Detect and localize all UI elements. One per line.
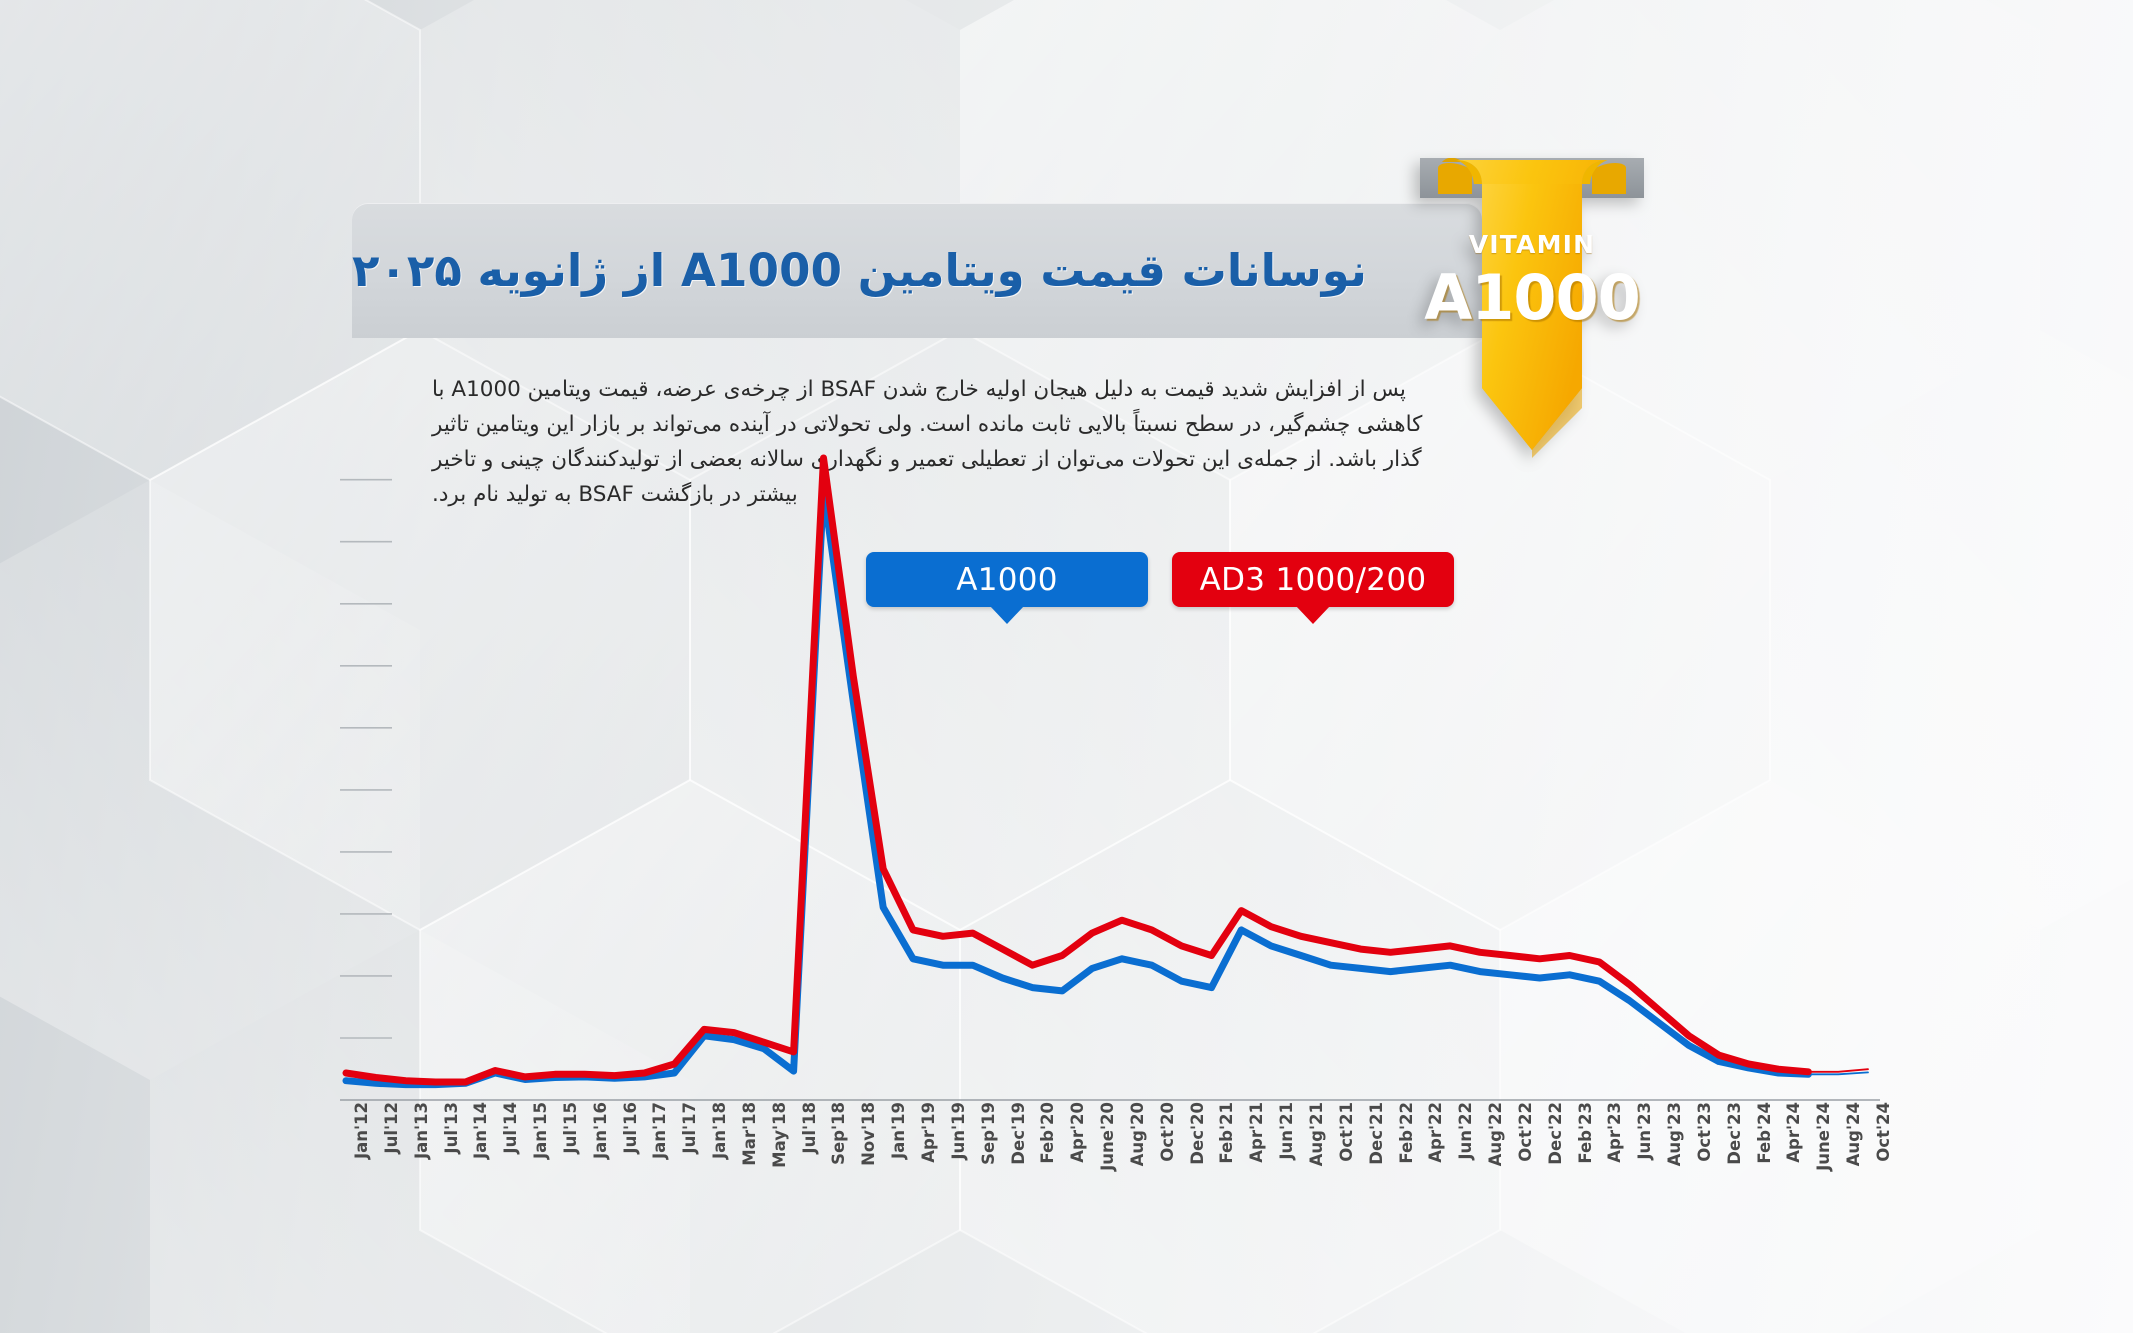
x-axis-tick-label: Sep'18 bbox=[829, 1102, 849, 1165]
legend-item-a1000[interactable]: A1000 bbox=[866, 552, 1148, 624]
x-axis-tick-label: Jul'12 bbox=[381, 1102, 401, 1154]
page-title: نوسانات قیمت ویتامین A1000 از ژانویه ۲۰۲… bbox=[352, 244, 1367, 297]
series-line-ad3-1000-200 bbox=[1808, 1069, 1868, 1072]
x-axis-tick-label: Feb'24 bbox=[1754, 1102, 1774, 1164]
x-axis-tick-label: Oct'24 bbox=[1874, 1102, 1893, 1162]
x-axis-tick-label: Jan'12 bbox=[352, 1102, 371, 1160]
intro-line-3: گذار باشد. از جمله‌ی این تحولات می‌توان … bbox=[432, 447, 1422, 472]
x-axis-tick-label: Apr'24 bbox=[1784, 1102, 1804, 1163]
legend-label-ad3: AD3 1000/200 bbox=[1199, 561, 1427, 598]
x-axis-tick-label: Jul'13 bbox=[441, 1102, 461, 1154]
x-axis-tick-label: Jul'18 bbox=[799, 1102, 819, 1154]
intro-line-2: کاهشی چشم‌گیر، در سطح نسبتاً بالایی ثابت… bbox=[432, 412, 1423, 437]
x-axis-tick-label: Apr'21 bbox=[1247, 1102, 1267, 1163]
x-axis-tick-label: Jun'23 bbox=[1635, 1102, 1655, 1160]
intro-line-4: بیشتر در بازگشت BSAF به تولید نام برد. bbox=[432, 482, 798, 507]
x-axis-tick-label: Sep'19 bbox=[978, 1102, 998, 1165]
x-axis-tick-label: Dec'22 bbox=[1545, 1102, 1565, 1165]
x-axis-tick-label: Aug'22 bbox=[1486, 1102, 1506, 1167]
x-axis-tick-label: Jul'16 bbox=[620, 1102, 640, 1154]
intro-paragraph: پس از افزایش شدید قیمت به دلیل هیجان اول… bbox=[432, 372, 1464, 512]
series-layer bbox=[346, 458, 1868, 1085]
x-axis-tick-label: Apr'23 bbox=[1605, 1102, 1625, 1163]
x-axis-tick-label: Aug'20 bbox=[1127, 1102, 1147, 1167]
x-axis-tick-label: June'24 bbox=[1814, 1102, 1834, 1171]
x-axis-tick-label: Aug'21 bbox=[1306, 1102, 1326, 1167]
series-line-a1000 bbox=[346, 490, 1808, 1085]
x-axis-labels: Jan'12 Jul'12 Jan'13 Jul'13 Jan'14 Jul'14 Jan'… bbox=[340, 1102, 1893, 1232]
x-axis-tick-label: Jan'16 bbox=[590, 1102, 610, 1160]
x-axis-tick-label: Aug'24 bbox=[1844, 1102, 1864, 1167]
x-axis-tick-label: Jun'21 bbox=[1277, 1102, 1297, 1160]
x-axis-tick-label: Feb'22 bbox=[1396, 1102, 1416, 1164]
x-axis-tick-label: Jan'19 bbox=[889, 1102, 909, 1160]
intro-line-1: پس از افزایش شدید قیمت به دلیل هیجان اول… bbox=[432, 377, 1406, 402]
legend-item-ad3[interactable]: AD3 1000/200 bbox=[1172, 552, 1454, 624]
series-line-ad3-1000-200 bbox=[346, 458, 1808, 1082]
legend-label-a1000: A1000 bbox=[956, 561, 1058, 598]
x-axis-tick-label: Oct'20 bbox=[1157, 1102, 1177, 1162]
x-axis-tick-label: Jul'15 bbox=[560, 1102, 580, 1154]
x-axis-tick-label: Dec'20 bbox=[1187, 1102, 1207, 1165]
x-axis-tick-label: June'20 bbox=[1098, 1102, 1118, 1171]
x-axis-tick-label: Jul'17 bbox=[680, 1102, 700, 1154]
x-axis-tick-label: Aug'23 bbox=[1665, 1102, 1685, 1167]
title-bar: نوسانات قیمت ویتامین A1000 از ژانویه ۲۰۲… bbox=[352, 203, 1482, 338]
x-axis-tick-label: Jan'13 bbox=[411, 1102, 431, 1160]
chart-legend: A1000 AD3 1000/200 bbox=[866, 552, 1454, 624]
x-axis-tick-label: Apr'22 bbox=[1426, 1102, 1446, 1163]
y-axis-ticks bbox=[340, 478, 392, 1039]
x-axis-tick-label: Feb'23 bbox=[1575, 1102, 1595, 1164]
x-axis-tick-label: Jul'14 bbox=[501, 1102, 521, 1154]
x-axis-tick-label: Jan'17 bbox=[650, 1102, 670, 1160]
x-axis-tick-label: Apr'20 bbox=[1068, 1102, 1088, 1163]
x-axis-tick-label: Dec'23 bbox=[1724, 1102, 1744, 1165]
x-axis-tick-label: Jan'18 bbox=[710, 1102, 730, 1160]
x-axis-tick-label: Mar'18 bbox=[739, 1102, 759, 1166]
x-axis-tick-label: Apr'19 bbox=[919, 1102, 939, 1163]
x-axis-tick-label: Oct'21 bbox=[1336, 1102, 1356, 1162]
x-axis-tick-label: Dec'19 bbox=[1008, 1102, 1028, 1165]
x-axis-tick-label: Dec'21 bbox=[1366, 1102, 1386, 1165]
x-axis-tick-label: Jun'22 bbox=[1456, 1102, 1476, 1160]
price-line-chart bbox=[340, 440, 1880, 1110]
x-axis-tick-label: Jan'14 bbox=[471, 1102, 491, 1160]
x-axis-tick-label: Jun'19 bbox=[948, 1102, 968, 1160]
series-line-a1000 bbox=[1808, 1072, 1868, 1074]
x-axis-tick-label: May'18 bbox=[769, 1102, 789, 1168]
x-axis-tick-label: Jan'15 bbox=[531, 1102, 551, 1160]
x-axis-tick-label: Oct'23 bbox=[1694, 1102, 1714, 1162]
x-axis-tick-label: Oct'22 bbox=[1515, 1102, 1535, 1162]
x-axis-tick-label: Feb'21 bbox=[1217, 1102, 1237, 1164]
x-axis-tick-label: Feb'20 bbox=[1038, 1102, 1058, 1164]
x-axis-tick-label: Nov'18 bbox=[859, 1102, 879, 1166]
